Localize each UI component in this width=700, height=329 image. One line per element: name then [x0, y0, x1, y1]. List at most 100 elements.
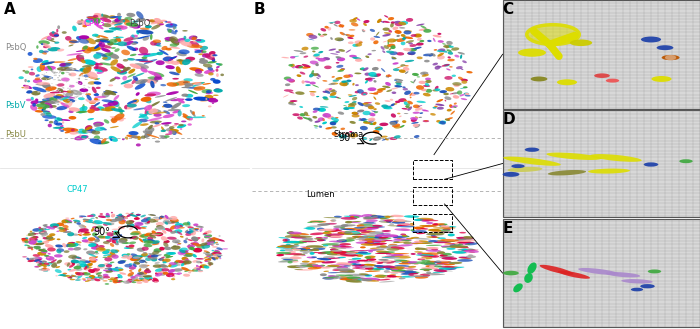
Ellipse shape [363, 121, 368, 123]
Ellipse shape [193, 223, 199, 226]
Ellipse shape [195, 229, 199, 231]
Ellipse shape [31, 97, 34, 100]
Ellipse shape [174, 123, 179, 125]
Ellipse shape [361, 92, 368, 95]
Ellipse shape [199, 58, 205, 61]
Ellipse shape [322, 34, 327, 36]
Ellipse shape [379, 220, 384, 222]
Ellipse shape [327, 265, 340, 266]
Ellipse shape [76, 131, 88, 134]
Ellipse shape [423, 120, 429, 122]
Ellipse shape [443, 46, 453, 48]
Ellipse shape [133, 41, 139, 44]
Ellipse shape [322, 238, 328, 240]
Ellipse shape [332, 269, 343, 271]
Ellipse shape [359, 273, 369, 275]
Ellipse shape [419, 258, 426, 260]
Ellipse shape [361, 227, 377, 229]
Ellipse shape [165, 48, 172, 51]
Ellipse shape [106, 270, 113, 273]
Ellipse shape [186, 250, 189, 251]
Ellipse shape [85, 125, 92, 131]
Ellipse shape [302, 80, 304, 84]
Ellipse shape [88, 254, 97, 257]
Ellipse shape [382, 230, 391, 232]
Ellipse shape [313, 266, 322, 268]
Ellipse shape [90, 18, 99, 24]
Ellipse shape [47, 66, 52, 71]
Ellipse shape [46, 256, 55, 261]
Ellipse shape [52, 127, 64, 129]
Ellipse shape [175, 260, 181, 263]
Ellipse shape [59, 63, 72, 67]
Ellipse shape [350, 263, 357, 265]
Ellipse shape [426, 89, 432, 93]
Ellipse shape [159, 247, 164, 250]
Ellipse shape [85, 231, 88, 233]
Text: -: - [113, 227, 119, 237]
Ellipse shape [446, 246, 462, 247]
Ellipse shape [438, 251, 444, 253]
Ellipse shape [323, 97, 329, 100]
Ellipse shape [440, 254, 448, 257]
Ellipse shape [321, 28, 326, 32]
Ellipse shape [463, 92, 469, 94]
Ellipse shape [149, 101, 160, 107]
Ellipse shape [144, 93, 156, 97]
Ellipse shape [283, 259, 293, 260]
Ellipse shape [416, 43, 423, 46]
Ellipse shape [85, 18, 93, 23]
Ellipse shape [85, 99, 95, 104]
Ellipse shape [143, 252, 147, 254]
Ellipse shape [435, 66, 440, 70]
Ellipse shape [276, 254, 284, 256]
Ellipse shape [57, 49, 64, 52]
Ellipse shape [365, 267, 374, 269]
Ellipse shape [438, 237, 446, 239]
Ellipse shape [38, 227, 41, 229]
Ellipse shape [384, 32, 391, 34]
Ellipse shape [285, 235, 297, 238]
Ellipse shape [116, 19, 120, 22]
Ellipse shape [393, 256, 411, 259]
Ellipse shape [117, 216, 126, 220]
Ellipse shape [578, 268, 619, 275]
Ellipse shape [286, 78, 294, 82]
Ellipse shape [170, 98, 185, 101]
Ellipse shape [355, 252, 372, 255]
Ellipse shape [55, 122, 62, 126]
Ellipse shape [447, 234, 455, 236]
Ellipse shape [27, 246, 34, 248]
Ellipse shape [204, 266, 209, 269]
Ellipse shape [214, 242, 218, 243]
Ellipse shape [183, 222, 189, 225]
Ellipse shape [127, 253, 131, 255]
Ellipse shape [155, 272, 159, 275]
Ellipse shape [104, 267, 110, 269]
Ellipse shape [391, 58, 396, 60]
Ellipse shape [144, 222, 150, 224]
Ellipse shape [320, 273, 327, 276]
Ellipse shape [114, 25, 124, 30]
Ellipse shape [412, 73, 419, 76]
Ellipse shape [153, 112, 167, 114]
Ellipse shape [169, 130, 176, 134]
Ellipse shape [540, 265, 573, 275]
Bar [0, 168, 248, 329]
Ellipse shape [63, 231, 71, 233]
Ellipse shape [441, 268, 455, 269]
Ellipse shape [308, 266, 321, 269]
Ellipse shape [330, 90, 337, 93]
Ellipse shape [178, 124, 184, 126]
Ellipse shape [377, 90, 383, 93]
Ellipse shape [69, 101, 72, 103]
Ellipse shape [72, 69, 80, 71]
Ellipse shape [67, 269, 71, 271]
Ellipse shape [341, 68, 345, 70]
Ellipse shape [75, 279, 80, 281]
Ellipse shape [135, 83, 146, 90]
Ellipse shape [445, 267, 456, 270]
Ellipse shape [37, 252, 46, 256]
Ellipse shape [348, 104, 355, 108]
Ellipse shape [335, 117, 338, 119]
